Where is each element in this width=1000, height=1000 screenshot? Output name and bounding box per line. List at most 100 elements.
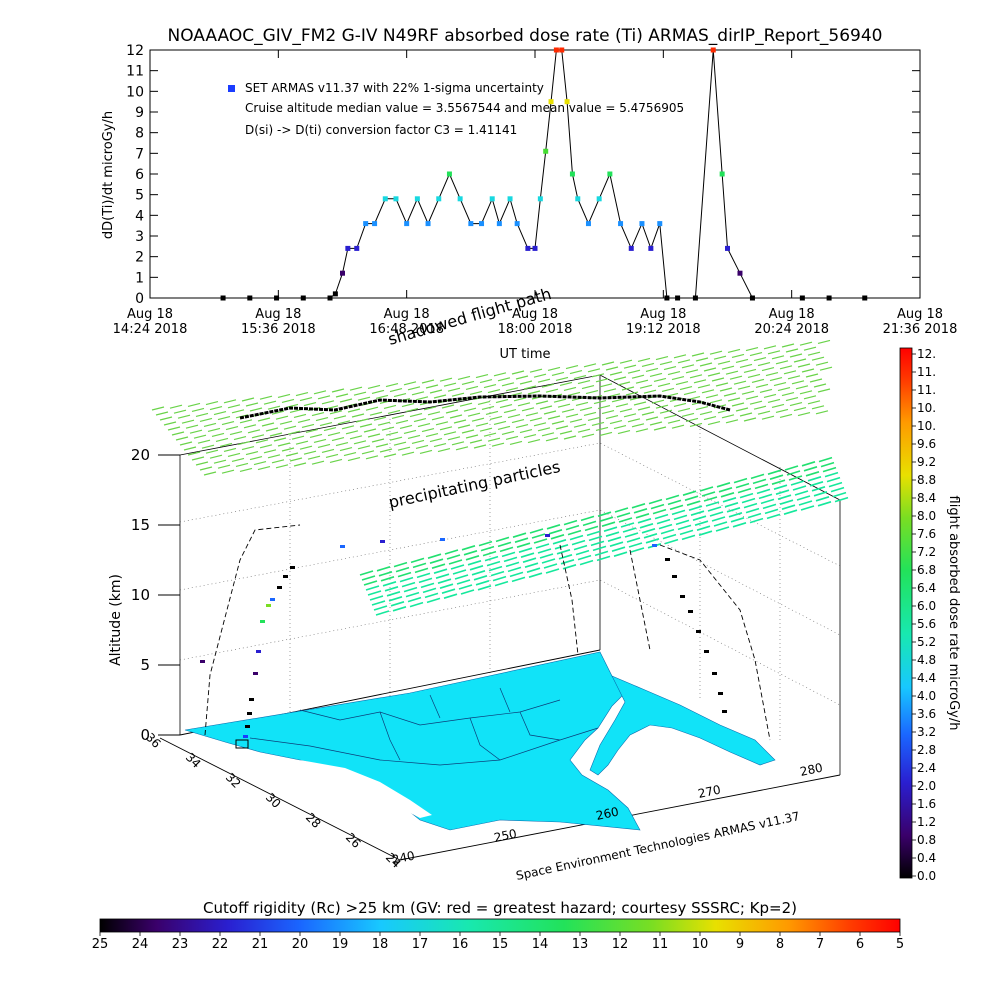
precip-tick-upper <box>801 368 815 373</box>
precip-tick-upper <box>325 453 339 458</box>
precip-tick-lower <box>422 587 437 594</box>
precip-tick-upper <box>449 414 463 419</box>
dose-colorbar-ticks: 12. 11. 11. 10. 10. 9.6 9.2 8.8 8.4 8.0 7.6 7.2 6.8 6… <box>912 347 936 883</box>
precip-tick-upper <box>435 421 449 426</box>
precip-tick-lower <box>435 573 450 579</box>
precip-tick-upper <box>323 427 337 432</box>
precip-tick-upper <box>205 449 219 454</box>
dose-tick-label: 7.6 <box>917 527 936 541</box>
precip-tick-lower <box>811 486 826 492</box>
precip-tick-lower <box>443 593 458 599</box>
precip-tick-upper <box>381 426 395 431</box>
precip-tick-lower <box>467 560 482 566</box>
precip-tick-lower <box>690 510 705 516</box>
precip-tick-upper <box>433 394 447 399</box>
precip-tick-upper <box>497 377 511 382</box>
precip-tick-lower <box>569 534 584 541</box>
precip-tick-lower <box>809 481 824 487</box>
precip-tick-upper <box>367 384 381 389</box>
precip-tick-upper <box>571 396 585 401</box>
precip-tick-lower <box>450 564 465 570</box>
ts-point <box>749 295 755 301</box>
precip-tick-upper <box>547 366 561 371</box>
precip-tick-upper <box>173 409 187 414</box>
precip-tick-lower <box>665 494 680 501</box>
precip-tick-upper <box>543 410 557 415</box>
precip-tick-upper <box>349 435 363 440</box>
precip-tick-lower <box>605 531 620 537</box>
precip-tick-upper <box>707 372 721 377</box>
precip-tick-upper <box>807 400 821 405</box>
precip-tick-upper <box>671 376 685 381</box>
precip-tick-lower <box>611 546 626 552</box>
precip-tick-upper <box>587 416 601 421</box>
precip-tick-upper <box>455 446 469 451</box>
precip-tick-upper <box>623 364 637 369</box>
precip-tick-lower <box>550 534 565 540</box>
precip-tick-lower <box>607 536 622 542</box>
precip-tick-lower <box>675 519 690 526</box>
precip-tick-lower <box>599 516 614 522</box>
precip-tick-upper <box>355 418 369 423</box>
precip-tick-lower <box>618 517 633 523</box>
precip-tick-upper <box>151 406 165 411</box>
ts-xtick-label-time: 14:24 2018 <box>113 322 188 337</box>
precip-tick-lower <box>441 588 456 594</box>
precip-tick-lower <box>679 529 694 536</box>
precip-tick-upper <box>403 429 417 434</box>
precip-tick-lower <box>393 561 408 568</box>
ts-point <box>664 295 670 301</box>
ts-xtick-label-date: Aug 18 <box>640 307 686 322</box>
precip-tick-upper <box>357 396 371 401</box>
precip-tick-upper <box>735 407 749 412</box>
precip-tick-lower <box>650 503 665 510</box>
precip-tick-upper <box>311 460 325 465</box>
annotation-version: SET ARMAS v11.37 with 22% 1-sigma uncert… <box>245 81 544 95</box>
precip-tick-lower <box>584 525 599 532</box>
precip-tick-upper <box>699 411 713 416</box>
precip-tick-upper <box>581 433 595 438</box>
precip-tick-lower <box>798 500 813 506</box>
precip-tick-lower <box>745 507 760 514</box>
dose-tick-label: 8.8 <box>917 473 936 487</box>
precip-tick-upper <box>429 389 443 394</box>
dose-tick-label: 2.8 <box>917 743 936 757</box>
precip-tick-lower <box>573 544 588 551</box>
precip-tick-lower <box>378 571 393 577</box>
ts-point <box>543 148 549 154</box>
dose-colorbar-fill <box>899 347 913 879</box>
precip-tick-lower <box>497 541 512 548</box>
precip-tick-upper <box>603 388 617 393</box>
precip-tick-upper <box>727 348 741 353</box>
precip-tick-upper <box>293 462 307 467</box>
precip-tick-upper <box>491 442 505 447</box>
precip-tick-lower <box>773 484 788 490</box>
precip-tick-upper <box>539 405 553 410</box>
precip-tick-upper <box>477 400 491 405</box>
precip-tick-upper <box>787 375 801 380</box>
precip-tick-upper <box>401 403 415 408</box>
precip-tick-upper <box>677 407 691 412</box>
precip-tick-lower <box>575 549 590 556</box>
dose-tick-label: 5.2 <box>917 635 936 649</box>
precip-tick-upper <box>733 380 747 385</box>
precip-tick-upper <box>721 414 735 419</box>
precip-tick-upper <box>679 386 693 391</box>
precip-tick-upper <box>179 441 193 446</box>
precip-tick-upper <box>171 431 185 436</box>
precip-tick-upper <box>759 388 773 393</box>
precip-tick-lower <box>760 498 775 505</box>
precip-tick-upper <box>583 411 597 416</box>
rc-tick-label: 13 <box>572 937 589 952</box>
precip-tick-upper <box>203 422 217 427</box>
precip-tick-lower <box>475 580 490 586</box>
precip-tick-upper <box>517 402 531 407</box>
precip-tick-upper <box>393 393 407 398</box>
precip-tick-upper <box>785 397 799 402</box>
map-borders <box>249 687 599 766</box>
precip-tick-upper <box>725 370 739 375</box>
precip-tick-upper <box>525 412 539 417</box>
precip-tick-upper <box>533 422 547 427</box>
precip-tick-lower <box>388 596 403 602</box>
